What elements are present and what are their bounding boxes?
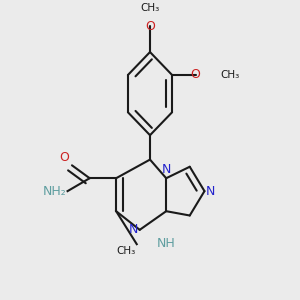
Text: N: N: [129, 223, 138, 236]
Text: O: O: [145, 20, 155, 33]
Text: CH₃: CH₃: [116, 246, 135, 256]
Text: NH: NH: [157, 237, 176, 250]
Text: CH₃: CH₃: [221, 70, 240, 80]
Text: O: O: [191, 68, 201, 82]
Text: N: N: [206, 184, 215, 198]
Text: NH₂: NH₂: [42, 184, 66, 198]
Text: CH₃: CH₃: [140, 3, 160, 13]
Text: N: N: [161, 163, 171, 176]
Text: O: O: [59, 151, 69, 164]
